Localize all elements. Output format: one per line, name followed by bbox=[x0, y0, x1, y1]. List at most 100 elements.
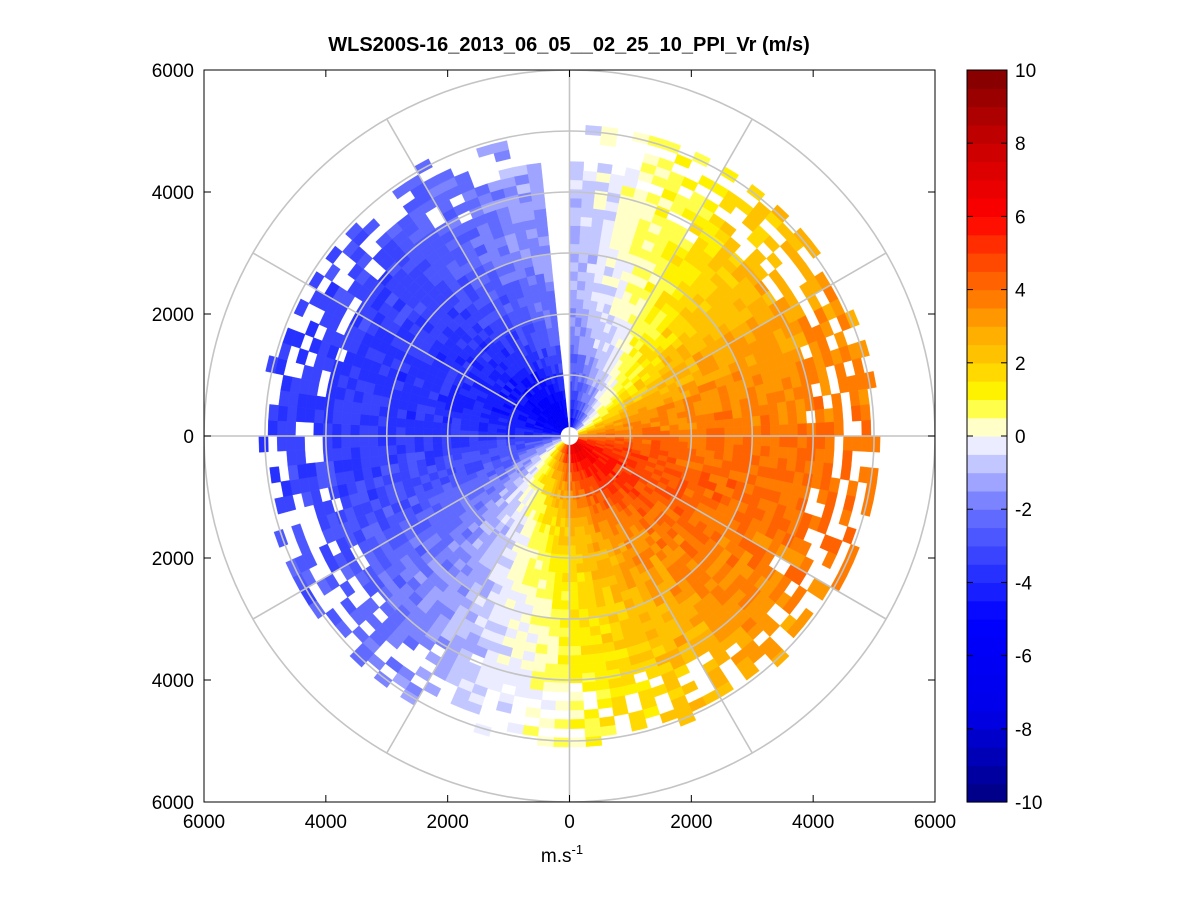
field-cell bbox=[769, 446, 780, 459]
field-cell bbox=[731, 408, 743, 420]
field-cell bbox=[304, 320, 320, 338]
field-cell bbox=[787, 411, 798, 425]
colorbar-tick-label: -6 bbox=[1015, 647, 1032, 668]
field-cell bbox=[432, 435, 443, 444]
field-cell bbox=[533, 208, 547, 220]
field-cell bbox=[669, 435, 680, 442]
field-cell bbox=[560, 591, 570, 601]
field-cell bbox=[340, 597, 357, 615]
field-cell bbox=[582, 681, 597, 693]
field-cell bbox=[295, 348, 310, 366]
x-tick-label: 6000 bbox=[183, 812, 225, 833]
field-cell bbox=[742, 426, 753, 437]
field-cell bbox=[442, 448, 453, 457]
field-cell bbox=[579, 225, 592, 237]
field-cell bbox=[594, 596, 606, 608]
field-cell bbox=[833, 421, 844, 437]
field-cell bbox=[714, 419, 725, 429]
field-cell bbox=[569, 207, 582, 217]
field-cell bbox=[815, 422, 826, 437]
field-cell bbox=[349, 649, 368, 668]
colorbar-level bbox=[967, 564, 1007, 583]
field-cell bbox=[386, 416, 398, 428]
field-cell bbox=[788, 423, 799, 437]
field-cell bbox=[656, 157, 675, 172]
field-cell bbox=[313, 422, 324, 437]
field-cell bbox=[581, 672, 596, 683]
field-cell bbox=[532, 199, 546, 211]
field-cell bbox=[569, 545, 576, 556]
field-cell bbox=[580, 654, 594, 665]
field-cell bbox=[524, 706, 542, 719]
field-cell bbox=[546, 645, 559, 656]
colorbar-level bbox=[967, 454, 1007, 474]
field-cell bbox=[580, 207, 594, 218]
field-cell bbox=[536, 226, 549, 238]
x-tick-label: 6000 bbox=[914, 812, 956, 833]
field-cell bbox=[584, 717, 601, 729]
field-cell bbox=[583, 571, 593, 582]
field-cell bbox=[593, 587, 604, 599]
field-cell bbox=[750, 248, 767, 265]
field-cell bbox=[553, 719, 570, 730]
field-cell bbox=[395, 417, 407, 428]
field-cell bbox=[766, 252, 783, 270]
field-cell bbox=[368, 425, 379, 437]
field-cell bbox=[569, 536, 576, 547]
field-cell bbox=[359, 413, 370, 426]
field-cell bbox=[406, 460, 418, 471]
colorbar-level bbox=[967, 527, 1007, 547]
field-cell bbox=[591, 643, 605, 655]
colorbar-level bbox=[967, 344, 1007, 364]
field-cell bbox=[838, 509, 853, 527]
field-cell bbox=[569, 709, 585, 720]
colorbar-level bbox=[967, 326, 1007, 346]
field-cell bbox=[551, 599, 562, 610]
grid-spoke bbox=[386, 488, 540, 754]
field-cell bbox=[778, 446, 789, 460]
grid-spoke bbox=[252, 465, 518, 620]
field-cell bbox=[268, 404, 279, 421]
field-cell bbox=[794, 459, 807, 474]
colorbar-level bbox=[967, 381, 1007, 400]
field-cell bbox=[786, 620, 805, 639]
field-cell bbox=[295, 449, 307, 465]
field-cell bbox=[360, 402, 372, 416]
colorbar-level bbox=[967, 143, 1007, 163]
field-cell bbox=[277, 405, 289, 422]
field-cell bbox=[569, 664, 583, 675]
field-cell bbox=[779, 424, 790, 437]
field-cell bbox=[526, 162, 543, 175]
field-cell bbox=[714, 443, 725, 453]
x-tick-label: 0 bbox=[564, 812, 575, 833]
field-cell bbox=[733, 426, 744, 437]
field-cell bbox=[579, 626, 591, 638]
field-cell bbox=[724, 236, 741, 253]
colorbar-tick-label: 10 bbox=[1015, 61, 1036, 82]
field-cell bbox=[342, 458, 354, 473]
field-cell bbox=[569, 591, 579, 601]
field-cell bbox=[563, 545, 570, 556]
field-cell bbox=[590, 634, 603, 646]
field-cell bbox=[569, 627, 581, 638]
field-cell bbox=[342, 399, 354, 414]
field-cell bbox=[285, 420, 297, 437]
field-cell bbox=[543, 271, 554, 283]
field-cell bbox=[569, 179, 584, 190]
field-cell bbox=[767, 456, 779, 470]
field-cell bbox=[331, 435, 342, 449]
field-cell bbox=[496, 439, 507, 444]
field-cell bbox=[569, 655, 582, 666]
field-cell bbox=[349, 424, 360, 437]
colorbar-level bbox=[967, 655, 1007, 675]
field-cell bbox=[404, 427, 415, 437]
field-cell bbox=[332, 410, 343, 425]
field-cell bbox=[543, 672, 558, 683]
field-cell bbox=[731, 452, 743, 464]
field-cell bbox=[861, 435, 872, 453]
field-cell bbox=[533, 652, 547, 664]
field-cell bbox=[522, 724, 540, 737]
field-cell bbox=[368, 435, 379, 447]
colorbar-tick-label: 8 bbox=[1015, 134, 1026, 155]
field-cell bbox=[396, 408, 408, 420]
